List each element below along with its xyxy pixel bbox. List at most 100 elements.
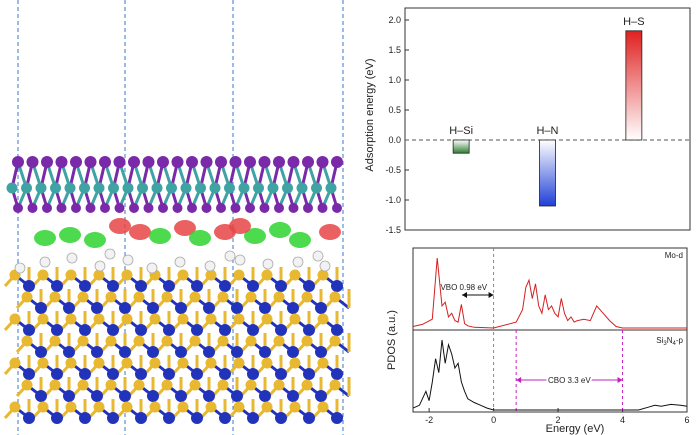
h-atom	[234, 254, 246, 266]
si-atom	[149, 313, 161, 325]
h-atom	[204, 260, 216, 272]
si-atom	[329, 291, 341, 303]
si-atom	[21, 291, 33, 303]
legend-sub-3: 3	[663, 341, 667, 347]
s-atom	[245, 203, 255, 213]
si-atom	[77, 291, 89, 303]
mo-atom	[282, 182, 293, 194]
mo-atom	[180, 182, 192, 194]
mo-atom	[296, 182, 308, 194]
h-atom	[224, 250, 236, 262]
pdos-series-0	[412, 257, 687, 329]
mo-atom	[253, 182, 264, 194]
si-atom	[289, 401, 301, 413]
vbo-annotation: VBO 0.98 eV	[440, 283, 487, 292]
bar-category-label: H–N	[536, 125, 558, 137]
mo-atom	[209, 182, 221, 194]
si-atom	[301, 291, 313, 303]
si-atom	[177, 313, 189, 325]
h-atom	[292, 256, 304, 268]
bar-chart-ylabel: Adsorption energy (eV)	[364, 58, 376, 171]
n-atom	[315, 302, 327, 314]
n-atom	[51, 280, 63, 292]
mo-atom	[50, 182, 61, 194]
n-atom	[231, 302, 243, 314]
s-atom	[331, 156, 343, 168]
si-atom	[273, 335, 285, 347]
legend-n: N	[667, 336, 673, 345]
s-atom	[172, 203, 183, 213]
n-atom	[107, 368, 119, 380]
charge-accumulation-blob	[59, 227, 81, 243]
n-atom	[79, 368, 91, 380]
bar-y-tick-label: 1.5	[388, 45, 401, 55]
si-atom	[37, 313, 49, 325]
si-atom	[105, 379, 117, 391]
si-atom	[49, 379, 61, 391]
s-atom	[70, 156, 82, 168]
s-atom	[129, 203, 139, 213]
charge-accumulation-blob	[84, 232, 106, 248]
n-atom	[175, 390, 187, 402]
mo-atom	[93, 182, 105, 194]
h-atom	[319, 260, 331, 272]
adsorption-energy-bar-chart: -1.5 -1.0 -0.5 0.0 0.5 1.0 1.5 2.0 H–Si H–N H–S A…	[364, 7, 691, 235]
mo-atom	[108, 182, 119, 194]
si-atom	[261, 401, 273, 413]
si-atom	[37, 269, 49, 281]
si-atom	[233, 357, 245, 369]
atomic-structure-figure	[3, 0, 351, 435]
si-atom	[93, 269, 105, 281]
pdos-x-tick-label: 0	[491, 415, 496, 425]
s-atom	[13, 203, 23, 213]
si-atom	[177, 401, 189, 413]
n-atom	[23, 368, 35, 380]
mo-atom	[311, 182, 322, 194]
si-atom	[93, 401, 105, 413]
s-atom	[142, 156, 155, 168]
mo-atom	[151, 182, 163, 194]
si-atom	[261, 357, 273, 369]
s-atom	[303, 203, 313, 213]
n-atom	[79, 280, 91, 292]
si-atom	[189, 379, 201, 391]
si-atom	[133, 379, 145, 391]
si-atom	[261, 313, 273, 325]
mo-atom	[238, 182, 250, 194]
h-atom	[174, 256, 186, 268]
s-atom	[258, 156, 271, 168]
si-atom	[329, 379, 341, 391]
si-atom	[189, 335, 201, 347]
n-atom	[107, 280, 119, 292]
n-atom	[247, 324, 259, 336]
charge-depletion-blob	[129, 224, 151, 240]
n-atom	[135, 324, 147, 336]
si-atom	[205, 313, 217, 325]
bar-y-tick-label: -0.5	[385, 165, 401, 175]
si-atom	[105, 335, 117, 347]
n-atom	[331, 412, 343, 424]
si-atom	[161, 291, 173, 303]
s-atom	[201, 203, 212, 213]
n-atom	[191, 324, 203, 336]
n-atom	[135, 368, 147, 380]
n-atom	[303, 412, 315, 424]
n-atom	[119, 390, 131, 402]
si-atom	[317, 357, 329, 369]
mo-atom	[267, 182, 279, 194]
n-atom	[163, 280, 175, 292]
pdos-series-1	[412, 339, 688, 411]
si-atom	[273, 379, 285, 391]
mo-atom	[166, 182, 177, 194]
si-atom	[9, 313, 21, 325]
n-atom	[163, 412, 175, 424]
s-atom	[288, 203, 299, 213]
n-atom	[51, 368, 63, 380]
s-atom	[42, 203, 52, 213]
bar-y-tick-label: -1.0	[385, 195, 401, 205]
n-atom	[147, 346, 159, 358]
n-atom	[247, 368, 259, 380]
n-atom	[91, 390, 103, 402]
legend-si3n4-p: Si3N4-p	[656, 336, 683, 347]
si-atom	[49, 291, 61, 303]
